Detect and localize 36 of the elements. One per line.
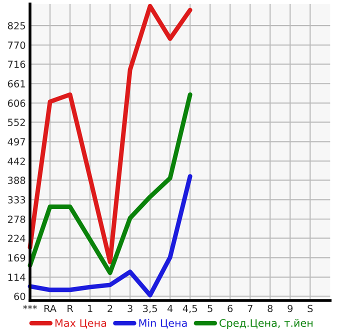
- y-tick-label: 606: [8, 100, 26, 107]
- x-tick-label: 6: [228, 304, 233, 312]
- y-tick-label: 60: [14, 292, 26, 300]
- x-tick-label: S: [308, 304, 313, 312]
- x-tick-label: 2: [108, 304, 112, 312]
- x-tick-label: 5: [208, 304, 212, 312]
- line-series: [28, 4, 192, 264]
- y-tick-label: 333: [8, 196, 26, 204]
- y-tick-label: 278: [8, 216, 26, 223]
- x-tick-label: 7: [248, 304, 252, 312]
- legend-label: Max Цена: [55, 319, 106, 328]
- x-tick-label: RA: [44, 304, 56, 312]
- x-tick-label: 1: [88, 304, 92, 312]
- y-tick-label: 169: [8, 254, 26, 262]
- y-tick-label: 552: [8, 118, 25, 126]
- legend-label: Min Цена: [139, 318, 187, 328]
- x-tick-label: 3,5: [143, 304, 157, 314]
- y-tick-label: 716: [8, 60, 26, 68]
- x-tick-label: 4: [167, 304, 173, 312]
- x-tick-label: R: [68, 304, 74, 312]
- x-tick-label: ***: [23, 304, 38, 310]
- y-tick-label: 442: [8, 158, 25, 165]
- x-tick-label: 9: [288, 304, 293, 312]
- y-tick-label: 388: [8, 176, 26, 184]
- y-tick-label: 224: [8, 234, 26, 242]
- y-tick-label: 661: [8, 80, 25, 88]
- y-tick-label: 114: [8, 274, 26, 281]
- x-tick-label: 4,5: [182, 304, 197, 314]
- y-tick-label: 825: [8, 22, 25, 30]
- x-tick-label: 8: [268, 304, 273, 312]
- legend-label: Сред.Цена, т.йен: [220, 318, 313, 329]
- line-series: [28, 174, 192, 298]
- line-series: [28, 92, 192, 276]
- y-tick-label: 770: [8, 42, 26, 49]
- x-tick-label: 3: [128, 304, 132, 312]
- y-tick-label: 497: [8, 138, 26, 146]
